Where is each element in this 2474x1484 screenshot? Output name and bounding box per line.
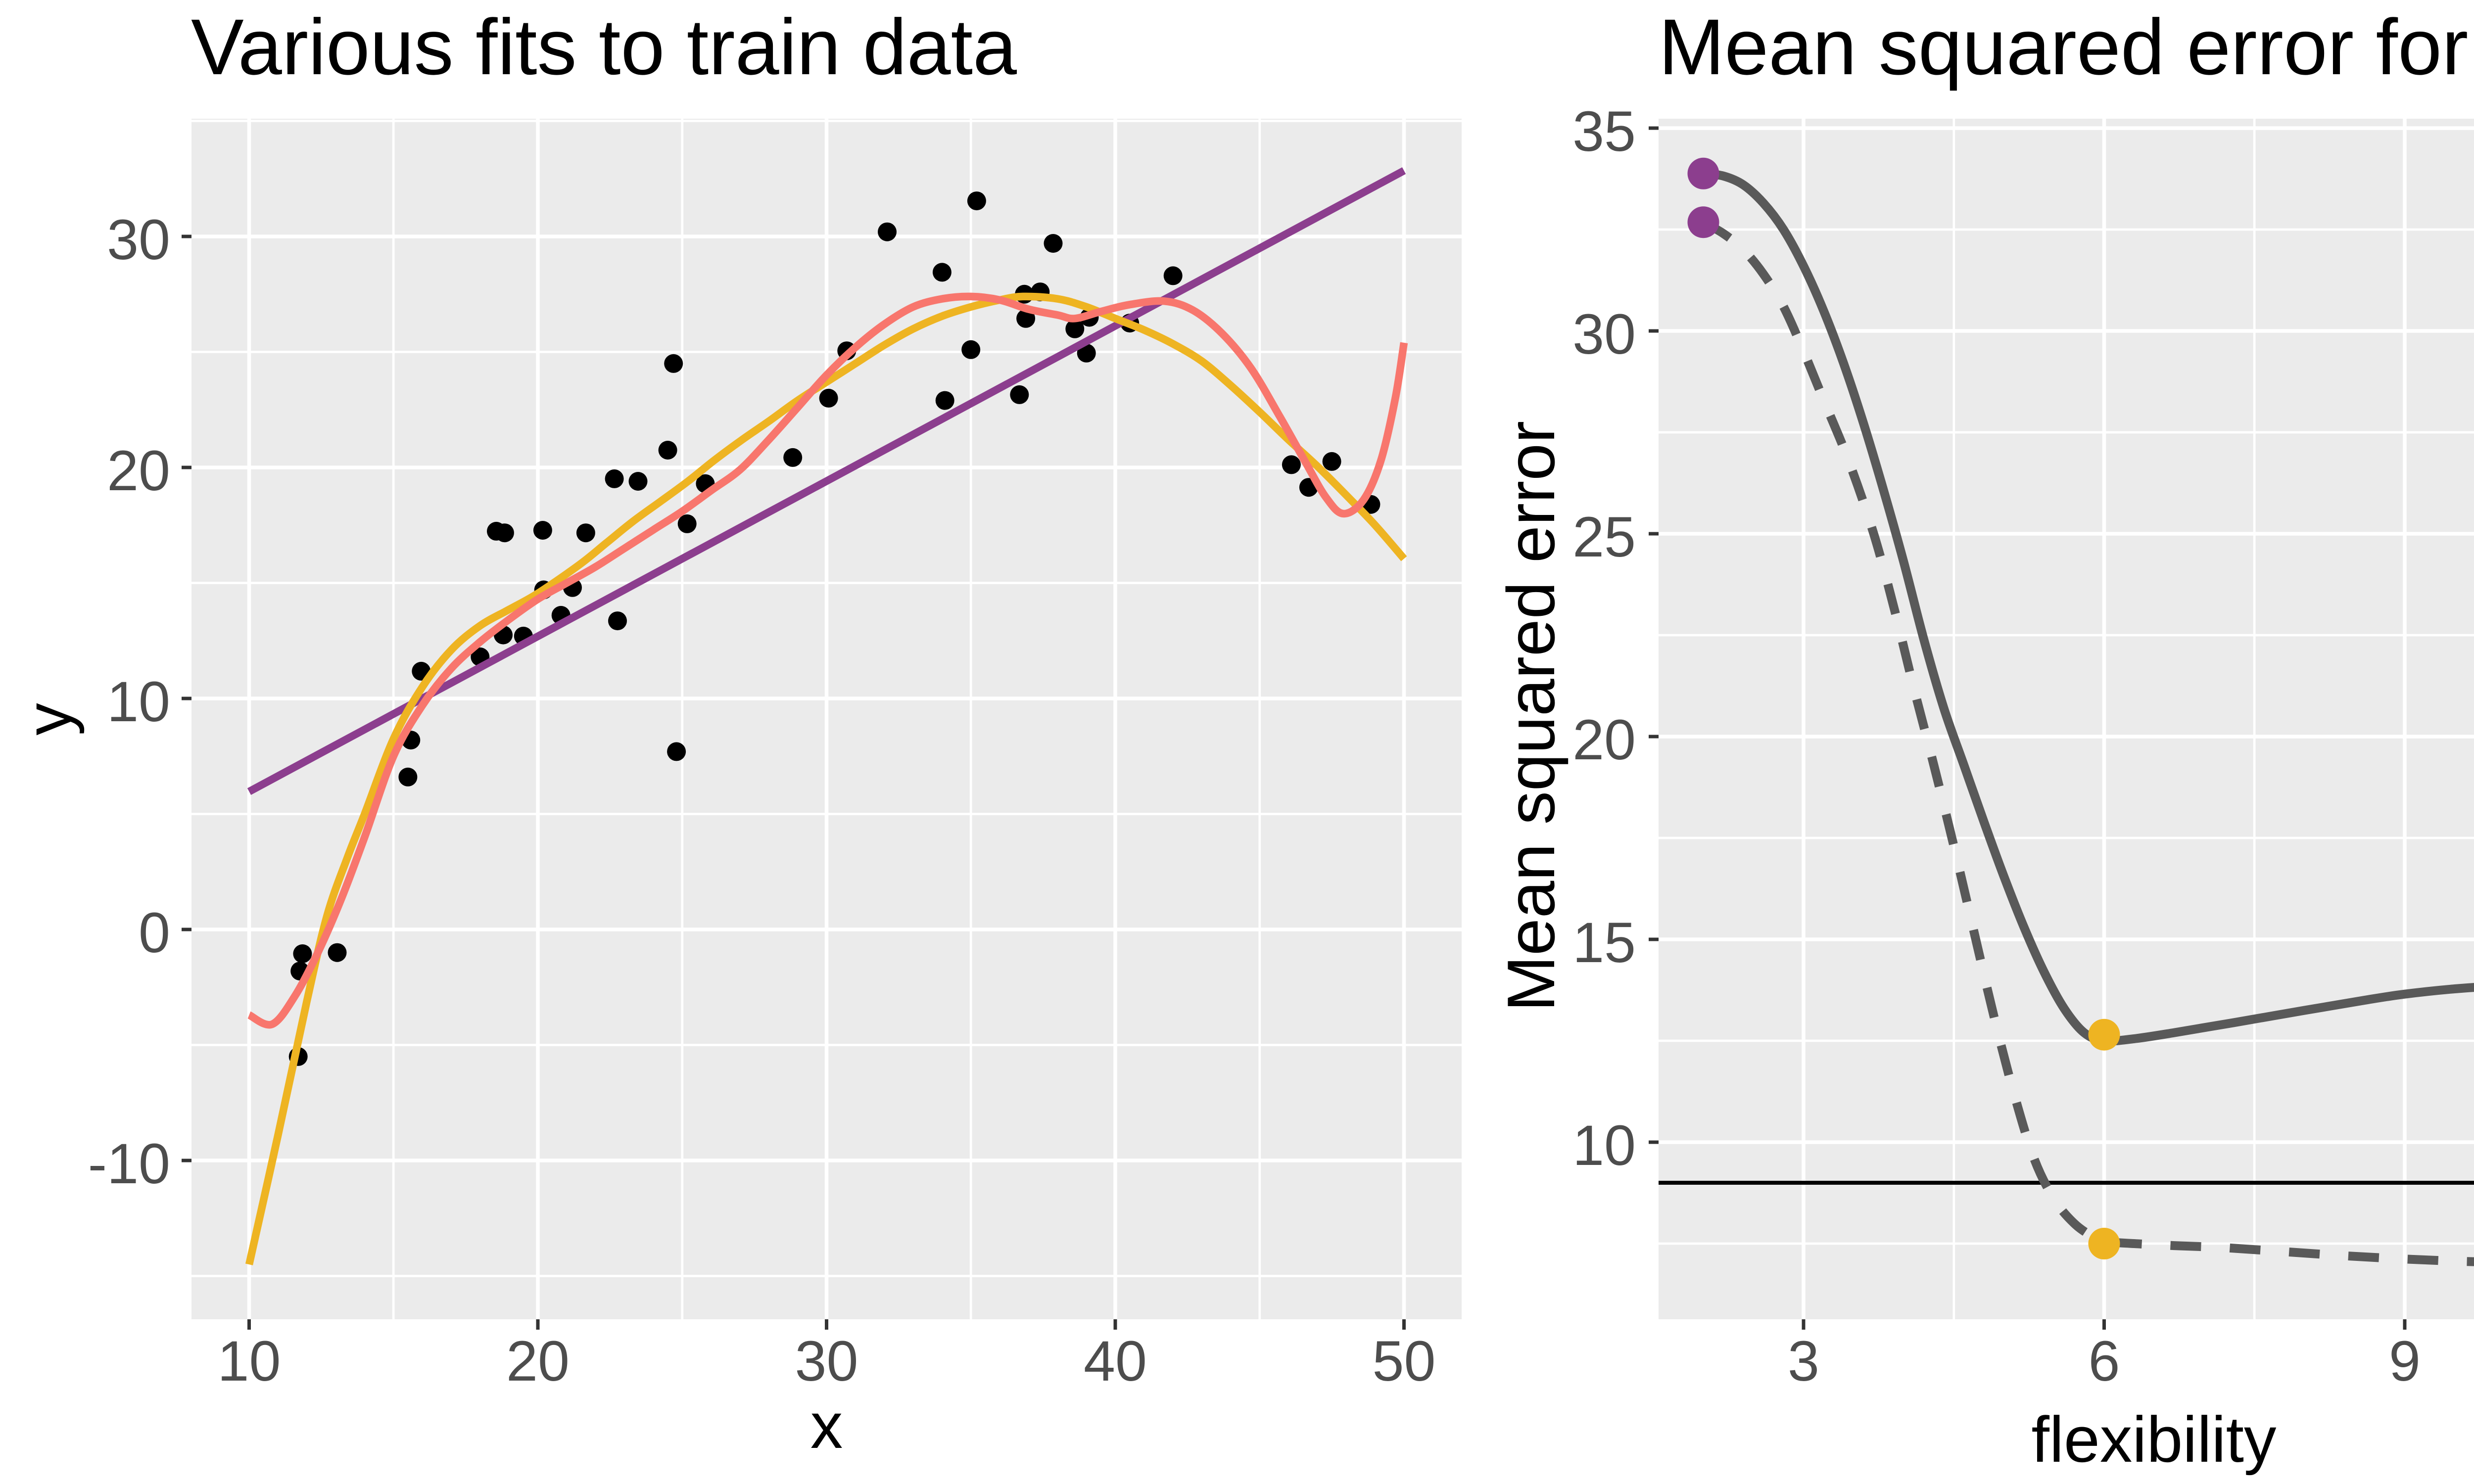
svg-text:25: 25 [1572, 506, 1636, 569]
svg-text:35: 35 [1572, 100, 1636, 163]
svg-text:Mean squared error: Mean squared error [1493, 421, 1569, 1012]
svg-text:10: 10 [1572, 1114, 1636, 1177]
svg-text:9: 9 [2389, 1330, 2421, 1393]
svg-text:6: 6 [2089, 1330, 2120, 1393]
svg-text:flexibility: flexibility [2031, 1403, 2277, 1476]
svg-text:40: 40 [1084, 1330, 1147, 1393]
svg-text:15: 15 [1572, 911, 1636, 974]
svg-text:x: x [810, 1389, 843, 1462]
svg-text:0: 0 [139, 901, 170, 965]
svg-text:30: 30 [795, 1330, 858, 1393]
svg-text:20: 20 [1572, 708, 1636, 772]
svg-text:10: 10 [107, 670, 170, 734]
svg-text:y: y [12, 703, 85, 736]
svg-text:20: 20 [107, 439, 170, 503]
svg-text:10: 10 [218, 1330, 281, 1393]
svg-text:Mean squared error for test an: Mean squared error for test and train [1659, 2, 2474, 91]
svg-text:20: 20 [506, 1330, 570, 1393]
svg-text:30: 30 [1572, 303, 1636, 366]
svg-text:50: 50 [1373, 1330, 1436, 1393]
svg-text:-10: -10 [88, 1132, 170, 1196]
svg-text:3: 3 [1788, 1330, 1819, 1393]
svg-text:Various fits to train data: Various fits to train data [191, 2, 1017, 91]
svg-text:30: 30 [107, 208, 170, 272]
